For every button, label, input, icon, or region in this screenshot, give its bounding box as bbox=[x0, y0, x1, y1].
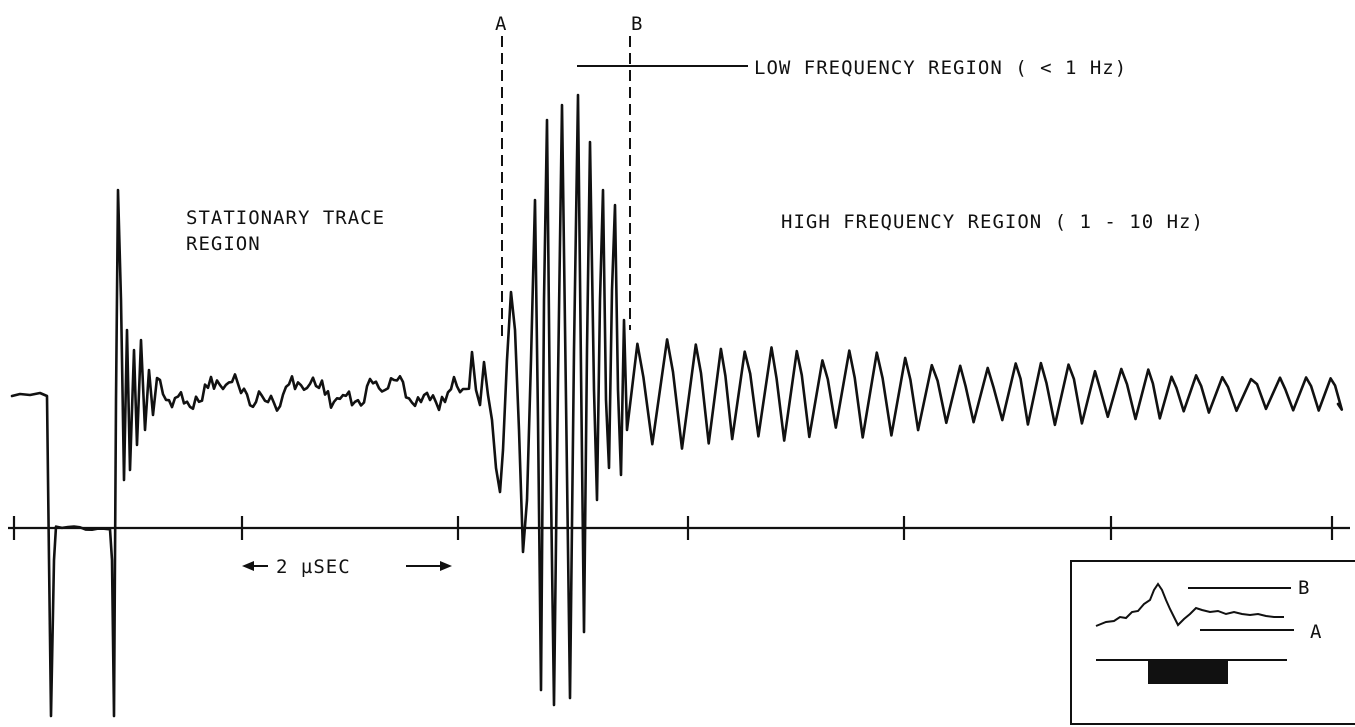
time-scale-label: 2 µSEC bbox=[276, 556, 351, 578]
time-axis bbox=[8, 516, 1350, 540]
marker-b-label: B bbox=[631, 13, 643, 35]
low-frequency-label: LOW FREQUENCY REGION ( < 1 Hz) bbox=[754, 57, 1127, 79]
marker-b: B bbox=[629, 13, 643, 330]
inset-panel: B A bbox=[1070, 560, 1355, 725]
high-frequency-label: HIGH FREQUENCY REGION ( 1 - 10 Hz) bbox=[781, 211, 1204, 233]
waveform-trace bbox=[10, 93, 1344, 718]
stationary-label-line1: STATIONARY TRACE bbox=[186, 207, 385, 229]
time-scale-indicator: 2 µSEC bbox=[242, 556, 452, 578]
inset-b-label: B bbox=[1298, 577, 1310, 599]
marker-a-label: A bbox=[495, 13, 507, 35]
inset-a-label: A bbox=[1310, 621, 1322, 643]
left-arrow-icon bbox=[242, 561, 254, 571]
right-arrow-icon bbox=[440, 561, 452, 571]
inset-pulse-block bbox=[1148, 660, 1228, 684]
stationary-label-line2: REGION bbox=[186, 233, 261, 255]
marker-a: A bbox=[495, 13, 507, 338]
